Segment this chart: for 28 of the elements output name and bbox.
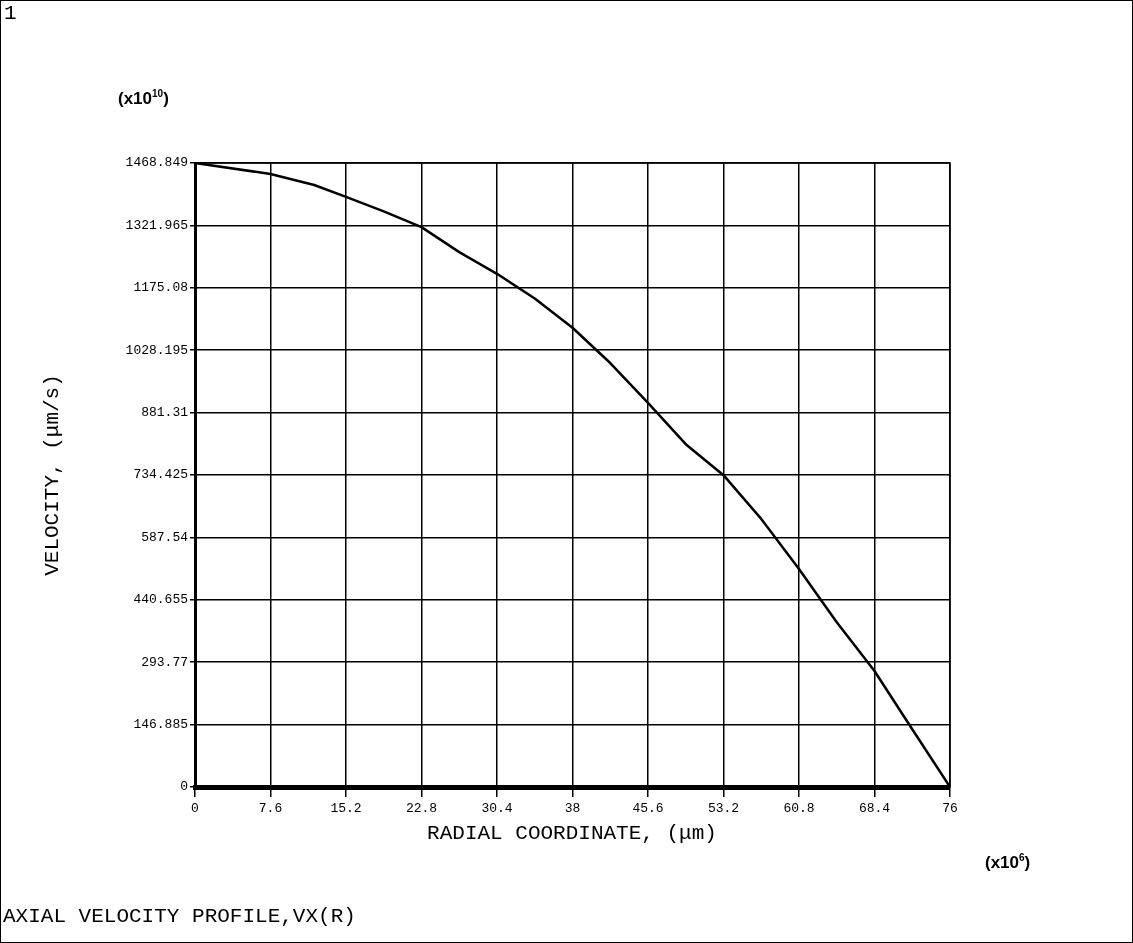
y-tick-label: 1321.965 <box>125 217 188 233</box>
x-axis-title: RADIAL COORDINATE, (μm) <box>427 822 717 845</box>
text: (x10$^{6}$) <box>985 852 1031 873</box>
y-tick-label: 1175.08 <box>133 280 188 296</box>
x-tick-label: 38 <box>564 801 581 817</box>
y-tick-label: 587.54 <box>141 529 189 545</box>
text: (x10$^{10}$) <box>118 88 169 109</box>
text: 1 <box>4 2 17 25</box>
y-tick-label: 734.425 <box>133 467 188 483</box>
y-tick-label: 440.655 <box>133 592 188 608</box>
y-tick-label: 881.31 <box>141 405 189 421</box>
y-tick-label: 0 <box>180 779 188 795</box>
x-tick-label: 0 <box>191 801 199 817</box>
x-tick-label: 53.2 <box>707 801 740 817</box>
y-tick-label: 1468.849 <box>125 155 188 171</box>
y-axis-title: VELOCITY, (μm/s) <box>40 374 64 576</box>
x-tick-label: 15.2 <box>330 801 362 817</box>
x-tick-label: 45.6 <box>632 801 664 817</box>
x-tick-label: 60.8 <box>783 801 815 817</box>
x-tick-label: 22.8 <box>405 801 438 817</box>
x-tick-label: 7.6 <box>258 801 283 817</box>
y-tick-label: 146.885 <box>133 717 188 733</box>
x-tick-label: 68.4 <box>858 801 891 817</box>
y-tick-label: 293.77 <box>141 654 188 670</box>
y-tick-label: 1028.195 <box>125 342 188 358</box>
x-tick-label: 76 <box>942 801 958 817</box>
text: AXIAL VELOCITY PROFILE,VX(R) <box>3 905 356 928</box>
x-tick-label: 30.4 <box>481 801 513 817</box>
